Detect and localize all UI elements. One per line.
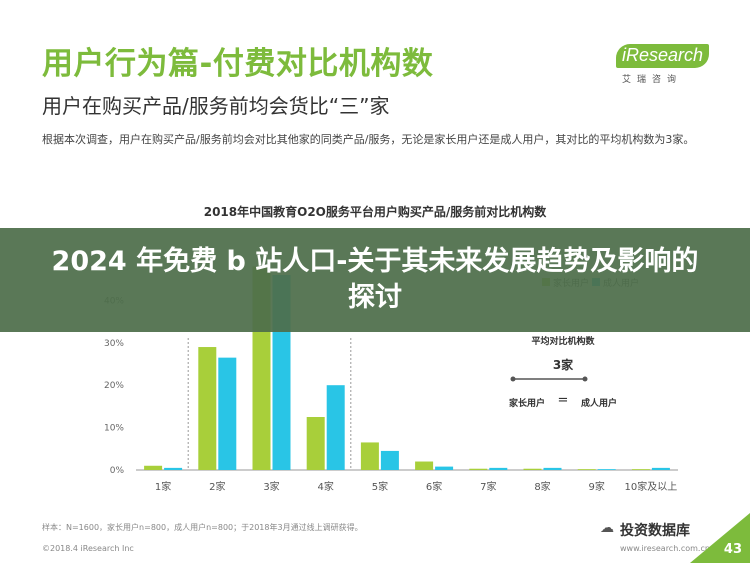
x-tick-label: 3家 xyxy=(263,480,279,493)
bar-parent xyxy=(360,442,379,470)
x-tick-label: 1家 xyxy=(155,480,171,493)
y-tick-label: 0% xyxy=(110,466,125,476)
y-tick-label: 30% xyxy=(104,339,124,349)
bar-adult xyxy=(543,467,562,470)
y-tick-label: 10% xyxy=(104,424,124,434)
page-corner xyxy=(690,513,750,563)
overlay-banner: 2024 年免费 b 站人口-关于其未来发展趋势及影响的探讨 xyxy=(0,228,750,332)
bar-adult xyxy=(218,357,237,470)
callout-value: 3家 xyxy=(553,357,574,372)
callout-dot-left xyxy=(510,376,516,382)
x-tick-label: 8家 xyxy=(534,480,550,493)
x-tick-label: 10家及以上 xyxy=(625,480,678,493)
logo-subtext: 艾瑞咨询 xyxy=(622,75,683,85)
bar-adult xyxy=(489,467,508,470)
page-number: 43 xyxy=(723,542,742,557)
bar-parent xyxy=(306,417,325,470)
x-tick-label: 2家 xyxy=(209,480,225,493)
bar-adult xyxy=(651,467,670,470)
x-tick-label: 4家 xyxy=(318,480,334,493)
footnote: 样本：N=1600，家长用户n=800，成人用户n=800；于2018年3月通过… xyxy=(42,523,363,532)
bar-adult xyxy=(435,466,454,470)
bar-adult xyxy=(597,469,616,470)
bar-parent xyxy=(469,468,488,470)
x-tick-label: 9家 xyxy=(589,480,605,493)
x-tick-label: 6家 xyxy=(426,480,442,493)
callout-equals: = xyxy=(558,393,569,408)
slide-title: 用户行为篇-付费对比机构数 xyxy=(42,46,434,82)
x-tick-label: 7家 xyxy=(480,480,496,493)
callout-dot-right xyxy=(582,376,588,382)
bar-adult xyxy=(326,385,345,470)
callout-right-label: 成人用户 xyxy=(581,397,617,409)
callout-left-label: 家长用户 xyxy=(509,397,545,409)
logo-text: iResearch xyxy=(616,44,710,68)
callout-title: 平均对比机构数 xyxy=(531,335,595,347)
bar-parent xyxy=(144,465,163,470)
bar-parent xyxy=(198,347,217,470)
description: 根据本次调查，用户在购买产品/服务前均会对比其他家的同类产品/服务，无论是家长用… xyxy=(42,133,695,146)
slide-subtitle: 用户在购买产品/服务前均会货比“三”家 xyxy=(42,94,390,118)
bar-adult xyxy=(164,467,183,470)
y-tick-label: 20% xyxy=(104,381,124,391)
bar-parent xyxy=(577,469,596,470)
site-url: www.iresearch.com.cn xyxy=(620,544,710,553)
overlay-title: 2024 年免费 b 站人口-关于其未来发展趋势及影响的探讨 xyxy=(51,246,699,313)
bar-parent xyxy=(523,468,542,470)
iresearch-logo: iResearch 艾瑞咨询 xyxy=(616,42,712,86)
bar-adult xyxy=(380,450,399,470)
bar-parent xyxy=(631,469,650,470)
bar-parent xyxy=(415,461,434,470)
watermark-text: 投资数据库 xyxy=(620,523,690,539)
wechat-icon: ☁ xyxy=(600,520,614,536)
chart-title: 2018年中国教育O2O服务平台用户购买产品/服务前对比机构数 xyxy=(203,205,547,219)
copyright: ©2018.4 iResearch Inc xyxy=(42,544,134,553)
x-tick-label: 5家 xyxy=(372,480,388,493)
